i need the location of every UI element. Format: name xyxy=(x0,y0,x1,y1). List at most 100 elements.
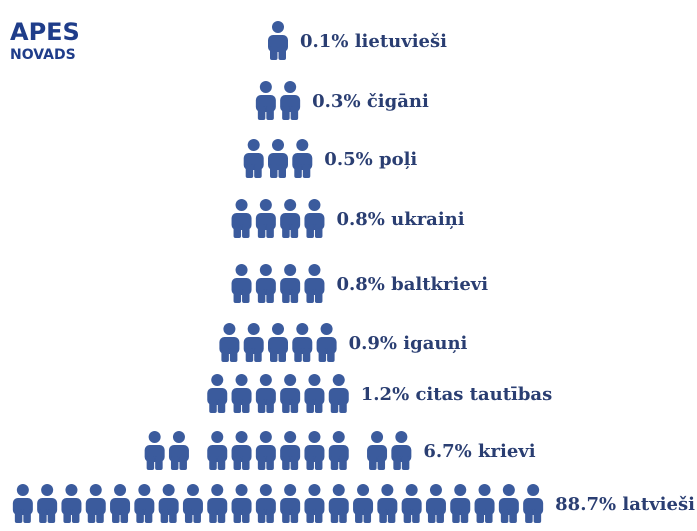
icon-head xyxy=(381,484,394,496)
icon-head xyxy=(41,484,54,496)
icon-leg xyxy=(229,348,238,362)
value-label: 0.5% xyxy=(324,149,372,170)
icon-leg xyxy=(476,509,485,523)
category-label: poļi xyxy=(379,149,417,170)
category-label: citas tautības xyxy=(415,384,552,405)
icon-leg xyxy=(217,399,226,413)
icon-head xyxy=(211,431,224,443)
icon-leg xyxy=(242,399,250,413)
icon-leg xyxy=(23,509,31,523)
icon-leg xyxy=(233,224,242,238)
icon-head xyxy=(247,139,260,151)
category-label: krievi xyxy=(478,441,536,462)
icon-leg xyxy=(120,509,129,523)
icon-head xyxy=(527,484,540,496)
icon-head xyxy=(284,374,297,386)
icon-leg xyxy=(314,224,323,238)
icon-leg xyxy=(294,164,302,178)
icon-head xyxy=(259,81,272,93)
icon-leg xyxy=(290,289,299,303)
person-icon xyxy=(85,484,106,523)
icon-leg xyxy=(254,164,262,178)
icon-head xyxy=(235,374,248,386)
category-label: baltkrievi xyxy=(391,274,488,295)
value-label: 0.9% xyxy=(349,333,397,354)
person-icon xyxy=(168,431,189,470)
icon-leg xyxy=(155,456,163,470)
icon-head xyxy=(235,431,248,443)
icon-head xyxy=(308,374,321,386)
person-icon xyxy=(401,484,422,523)
person-icon xyxy=(231,484,252,523)
icon-head xyxy=(284,484,297,496)
icon-leg xyxy=(233,399,242,413)
icon-leg xyxy=(306,456,314,470)
icon-head xyxy=(405,484,418,496)
icon-leg xyxy=(282,399,290,413)
icon-leg xyxy=(339,456,347,470)
row-label: 6.7% krievi xyxy=(423,441,535,462)
person-icon xyxy=(474,484,495,523)
icon-leg xyxy=(306,399,314,413)
value-label: 1.2% xyxy=(361,384,409,405)
icon-head xyxy=(16,484,29,496)
icon-leg xyxy=(270,46,278,60)
icon-leg xyxy=(233,509,242,523)
icon-leg xyxy=(233,456,242,470)
icon-leg xyxy=(209,456,217,470)
icon-leg xyxy=(327,348,335,362)
icon-leg xyxy=(266,224,274,238)
icon-head xyxy=(284,81,297,93)
icon-leg xyxy=(242,456,250,470)
icon-leg xyxy=(270,164,278,178)
icon-row xyxy=(207,374,349,413)
icon-leg xyxy=(170,456,179,470)
person-icon xyxy=(304,484,325,523)
person-icon xyxy=(134,484,155,523)
person-icon xyxy=(450,484,471,523)
icon-leg xyxy=(302,164,311,178)
icon-head xyxy=(429,484,442,496)
icon-head xyxy=(223,323,236,335)
icon-head xyxy=(65,484,78,496)
person-icon xyxy=(280,199,301,238)
person-icon xyxy=(158,484,179,523)
icon-leg xyxy=(306,224,314,238)
person-icon xyxy=(280,484,301,523)
icon-leg xyxy=(278,348,286,362)
icon-leg xyxy=(266,399,274,413)
logo-title: APES xyxy=(10,18,80,46)
icon-leg xyxy=(282,289,290,303)
logo-subtitle: NOVADS xyxy=(10,47,76,63)
icon-leg xyxy=(278,46,286,60)
icon-head xyxy=(332,374,345,386)
icon-head xyxy=(308,431,321,443)
row-label: 88.7% latvieši xyxy=(555,494,695,515)
icon-leg xyxy=(266,106,274,120)
person-icon xyxy=(280,81,301,120)
person-icon xyxy=(328,484,349,523)
person-icon xyxy=(207,374,228,413)
icon-leg xyxy=(290,399,299,413)
person-icon xyxy=(255,484,276,523)
person-icon xyxy=(353,484,374,523)
person-icon xyxy=(255,264,276,303)
icon-row xyxy=(231,199,325,238)
icon-leg xyxy=(290,456,299,470)
person-icon xyxy=(498,484,519,523)
icon-leg xyxy=(144,509,153,523)
icon-leg xyxy=(146,456,155,470)
icon-head xyxy=(272,139,284,151)
person-icon xyxy=(231,374,252,413)
icon-leg xyxy=(209,399,217,413)
icon-head xyxy=(296,139,309,151)
icon-leg xyxy=(87,509,96,523)
person-icon xyxy=(328,431,349,470)
icon-head xyxy=(357,484,370,496)
icon-leg xyxy=(314,509,323,523)
icon-head xyxy=(162,484,175,496)
person-icon xyxy=(207,431,228,470)
icon-leg xyxy=(282,224,290,238)
icon-leg xyxy=(47,509,56,523)
value-label: 0.8% xyxy=(336,274,384,295)
